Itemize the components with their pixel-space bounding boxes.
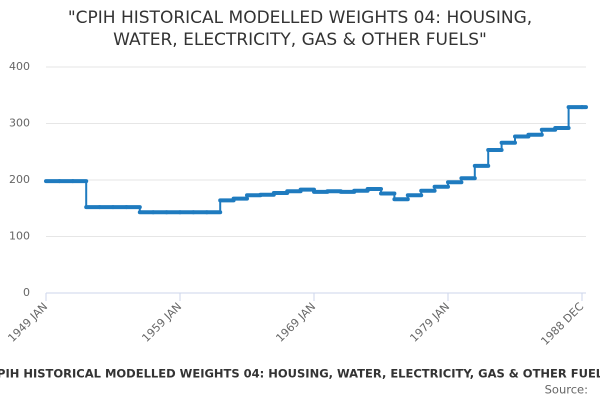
x-tick-label: 1979 JAN — [407, 300, 452, 345]
x-tick-label: 1949 JAN — [5, 300, 50, 345]
x-axis-label: CPIH HISTORICAL MODELLED WEIGHTS 04: HOU… — [0, 367, 600, 381]
chart-title: "CPIH HISTORICAL MODELLED WEIGHTS 04: HO… — [68, 8, 532, 28]
y-tick-label: 300 — [9, 117, 30, 130]
chart-title: WATER, ELECTRICITY, GAS & OTHER FUELS" — [113, 30, 487, 50]
y-tick-label: 100 — [9, 230, 30, 243]
source: Source: — [545, 383, 588, 397]
x-tick-label: 1969 JAN — [273, 300, 318, 345]
y-tick-label: 0 — [23, 286, 30, 299]
y-tick-label: 200 — [9, 173, 30, 186]
y-tick-label: 400 — [9, 60, 30, 73]
x-tick-label: 1959 JAN — [139, 300, 184, 345]
x-tick-label: 1988 DEC — [538, 300, 586, 348]
